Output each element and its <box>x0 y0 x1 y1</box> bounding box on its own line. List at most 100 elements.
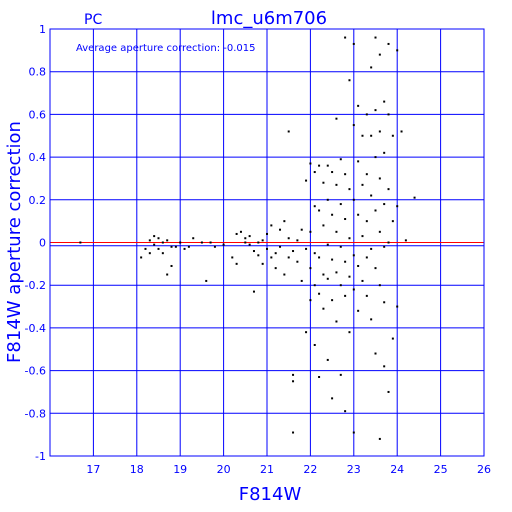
data-point <box>335 230 338 233</box>
x-tick-label: 23 <box>347 463 361 476</box>
data-point <box>383 301 386 304</box>
data-point <box>357 104 360 107</box>
data-point <box>357 264 360 267</box>
data-point <box>213 245 216 248</box>
data-point <box>283 273 286 276</box>
data-point <box>383 203 386 206</box>
data-point <box>187 245 190 248</box>
data-point <box>261 239 264 242</box>
data-point <box>179 241 182 244</box>
data-point <box>140 256 143 259</box>
data-point <box>235 232 238 235</box>
data-point <box>331 258 334 261</box>
data-point <box>318 164 321 167</box>
data-point <box>383 100 386 103</box>
data-point <box>357 309 360 312</box>
data-point <box>252 290 255 293</box>
data-point <box>248 243 251 246</box>
data-point <box>348 275 351 278</box>
data-point <box>374 352 377 355</box>
data-point <box>261 262 264 265</box>
data-point <box>305 179 308 182</box>
data-point <box>287 130 290 133</box>
data-point <box>361 134 364 137</box>
data-point <box>352 431 355 434</box>
data-point <box>322 273 325 276</box>
data-point <box>300 228 303 231</box>
data-point <box>365 113 368 116</box>
data-point <box>352 198 355 201</box>
data-points <box>79 36 416 440</box>
data-point <box>339 245 342 248</box>
y-tick-label: 1 <box>39 23 46 36</box>
data-point <box>331 171 334 174</box>
data-point <box>365 256 368 259</box>
data-point <box>266 232 268 235</box>
data-point <box>344 410 347 413</box>
data-point <box>396 49 399 52</box>
data-point <box>400 130 403 133</box>
data-point <box>313 205 316 208</box>
data-point <box>387 241 390 244</box>
data-point <box>266 247 268 250</box>
data-point <box>270 256 273 259</box>
data-point <box>326 358 329 361</box>
x-tick-label: 17 <box>86 463 100 476</box>
data-point <box>339 373 342 376</box>
tick-labels: 17 18 19 20 21 22 23 24 25 26 -1 -0.8 -0.6 -0.4 -0.2 0 0… <box>25 23 491 476</box>
data-point <box>361 183 364 186</box>
data-point <box>348 237 351 240</box>
data-point <box>148 239 151 242</box>
data-point <box>378 177 381 180</box>
data-point <box>374 156 377 159</box>
data-point <box>378 230 381 233</box>
corner-label: PC <box>84 12 102 28</box>
plot-frame <box>49 28 485 457</box>
data-point <box>365 220 368 223</box>
data-point <box>296 239 299 242</box>
data-point <box>292 373 295 376</box>
data-point <box>344 36 347 39</box>
data-point <box>305 247 308 250</box>
data-point <box>374 267 377 270</box>
data-point <box>326 277 329 280</box>
data-point <box>391 134 394 137</box>
data-point <box>404 239 407 242</box>
data-point <box>344 173 347 176</box>
data-point <box>209 241 212 244</box>
data-point <box>387 42 390 45</box>
data-point <box>387 188 390 191</box>
average-annotation: Average aperture correction: -0.015 <box>76 43 256 54</box>
data-point <box>396 205 399 208</box>
data-point <box>300 279 303 282</box>
data-point <box>370 194 373 197</box>
data-point <box>183 247 186 250</box>
data-point <box>292 250 295 253</box>
data-point <box>309 162 312 165</box>
x-tick-label: 18 <box>130 463 144 476</box>
data-point <box>378 437 381 440</box>
data-point <box>370 66 373 69</box>
data-point <box>153 235 156 238</box>
data-point <box>322 224 325 227</box>
data-point <box>365 173 368 176</box>
data-point <box>331 299 334 302</box>
data-point <box>309 267 312 270</box>
data-point <box>79 241 82 244</box>
data-point <box>344 260 347 263</box>
data-point <box>279 228 282 231</box>
data-point <box>374 209 377 212</box>
data-point <box>387 113 390 116</box>
data-point <box>348 331 351 334</box>
data-point <box>322 307 325 310</box>
data-point <box>383 151 386 154</box>
data-point <box>352 42 355 45</box>
data-point <box>231 256 234 259</box>
x-tick-label: 22 <box>303 463 317 476</box>
data-point <box>292 380 295 383</box>
data-point <box>352 124 355 127</box>
data-point <box>252 250 255 253</box>
data-point <box>161 241 164 244</box>
reference-lines <box>50 242 484 247</box>
